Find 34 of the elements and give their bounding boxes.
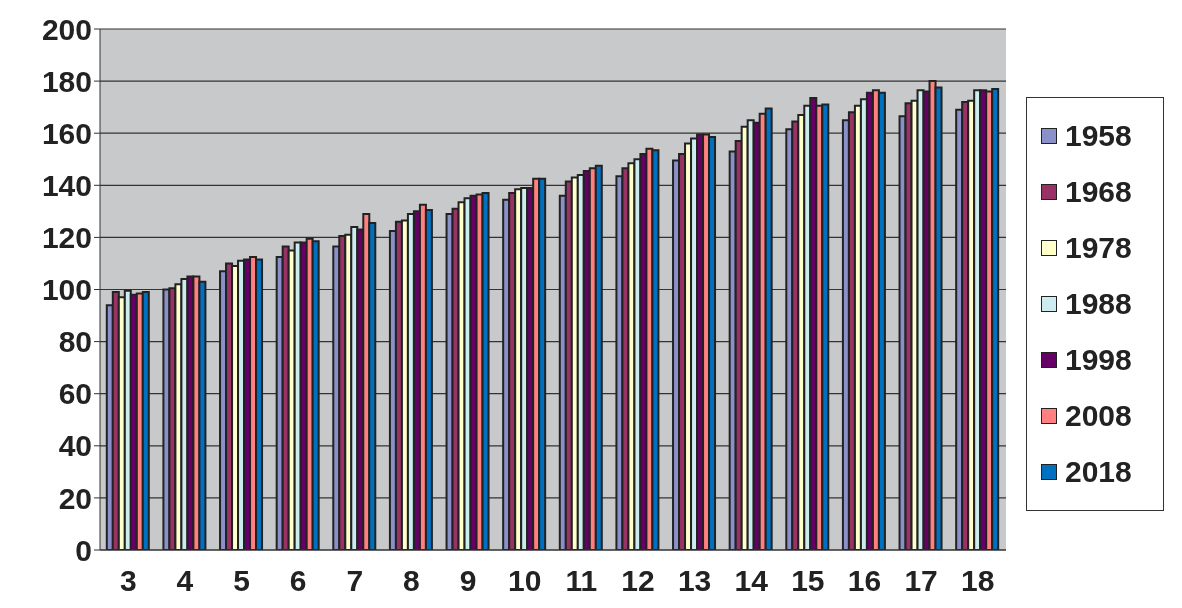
x-tick-label: 9 [459,564,477,598]
x-tick-label: 14 [734,564,769,598]
x-tick-label: 18 [961,564,995,598]
x-tick-label: 12 [621,564,655,598]
x-tick-label: 15 [791,564,825,598]
y-tick-label: 20 [58,481,92,515]
legend-label: 1968 [1065,175,1132,209]
y-tick-label: 180 [41,64,92,98]
y-tick-label: 140 [41,168,92,202]
legend-label: 2008 [1065,399,1132,433]
x-tick-label: 7 [346,564,364,598]
x-tick-label: 4 [176,564,194,598]
legend-label: 1958 [1065,119,1132,153]
x-tick-label: 8 [403,564,420,598]
y-tick-label: 120 [41,221,92,255]
x-tick-label: 11 [565,564,598,598]
y-tick-label: 200 [41,12,92,46]
y-tick-label: 80 [58,325,92,359]
x-tick-label: 13 [677,564,712,598]
x-tick-label: 10 [508,564,542,598]
y-tick-label: 100 [41,273,92,307]
x-tick-label: 5 [233,564,250,598]
y-tick-label: 60 [58,377,92,411]
x-tick-label: 3 [119,564,137,598]
legend-label: 1988 [1065,287,1132,321]
legend-label: 1978 [1065,231,1132,265]
y-tick-label: 160 [41,116,92,150]
x-tick-label: 16 [847,564,882,598]
legend-label: 1998 [1065,343,1132,377]
y-tick-label: 40 [58,429,92,463]
y-tick-label: 0 [75,533,92,567]
x-tick-label: 6 [289,564,307,598]
legend-label: 2018 [1065,455,1132,489]
x-tick-label: 17 [904,564,938,598]
